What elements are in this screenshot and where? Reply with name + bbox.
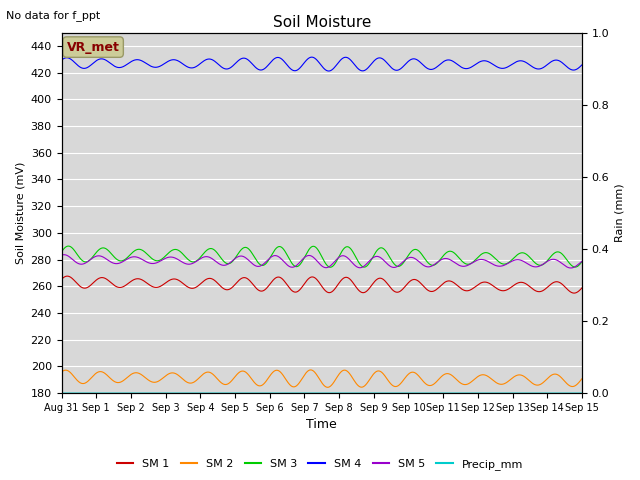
Title: Soil Moisture: Soil Moisture [273,15,371,30]
Text: No data for f_ppt: No data for f_ppt [6,10,100,21]
Legend: SM 1, SM 2, SM 3, SM 4, SM 5, Precip_mm: SM 1, SM 2, SM 3, SM 4, SM 5, Precip_mm [112,455,528,474]
Text: VR_met: VR_met [67,41,120,54]
Y-axis label: Rain (mm): Rain (mm) [615,183,625,242]
Y-axis label: Soil Moisture (mV): Soil Moisture (mV) [15,162,25,264]
X-axis label: Time: Time [307,419,337,432]
